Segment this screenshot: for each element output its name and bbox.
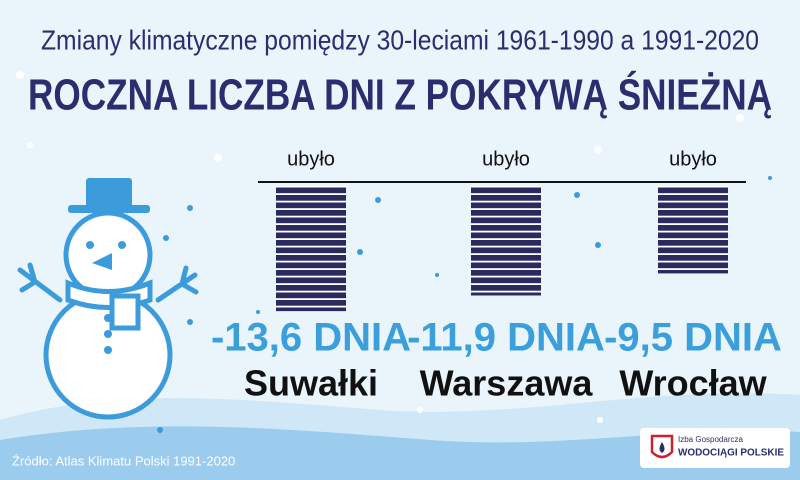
bar-caption: ubyło [669, 148, 717, 170]
value-label: -9,5 DNIA [604, 316, 782, 360]
category-label: Warszawa [420, 363, 594, 404]
snowman-details [68, 178, 150, 354]
logo-line2: WODOCIĄGI POLSKIE [678, 448, 784, 459]
subtitle: Zmiany klimatyczne pomiędzy 30-leciami 1… [41, 24, 759, 55]
logo-drop [659, 442, 665, 453]
value-label: -11,9 DNIA [407, 316, 605, 360]
value-label: -13,6 DNIA [211, 316, 411, 360]
logo-line1: Izba Gospodarcza [678, 435, 743, 444]
title: ROCZNA LICZBA DNI Z POKRYWĄ ŚNIEŻNĄ [28, 70, 772, 120]
logo-box [640, 428, 790, 468]
bar [658, 186, 728, 274]
bar [276, 186, 346, 312]
snow-hill-front [0, 426, 800, 480]
bar-caption: ubyło [482, 148, 530, 170]
category-label: Suwałki [244, 363, 378, 404]
logo: Izba Gospodarcza WODOCIĄGI POLSKIE [640, 428, 790, 468]
bar [471, 186, 541, 296]
snowflakes [16, 31, 773, 438]
category-label: Wrocław [619, 363, 767, 404]
bar-caption: ubyło [287, 148, 335, 170]
snow-hill-back [0, 393, 800, 480]
snowflakes-blue [157, 176, 772, 433]
source: Źródło: Atlas Klimatu Polski 1991-2020 [12, 453, 235, 468]
